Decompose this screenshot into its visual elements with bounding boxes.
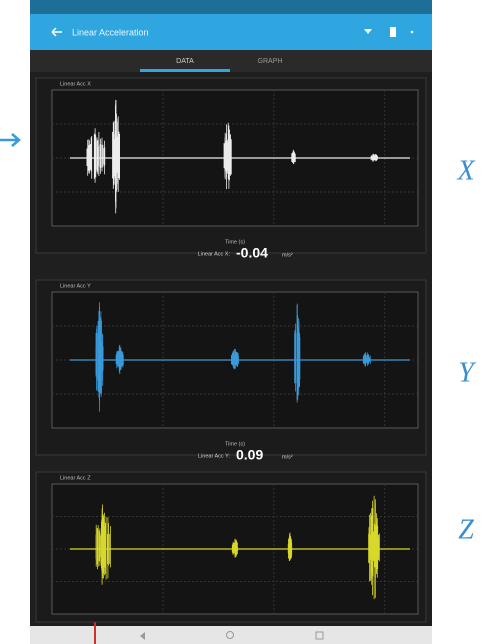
- tab-indicator: [140, 69, 230, 72]
- axis-annotation: X: [456, 155, 475, 186]
- readout-label: Linear Acc Y:: [198, 453, 230, 459]
- tab[interactable]: DATA: [176, 58, 194, 65]
- readout-unit: m/s²: [282, 252, 293, 258]
- tab[interactable]: GRAPH: [258, 58, 283, 65]
- readout-value: -0.04: [236, 245, 268, 261]
- status-bar: [30, 0, 432, 14]
- readout-label: Linear Acc X:: [198, 251, 231, 257]
- overflow-menu[interactable]: [411, 31, 414, 34]
- readout-unit: m/s²: [282, 454, 293, 460]
- chart-title: Linear Acc X: [60, 81, 91, 87]
- tab-bar: [30, 50, 432, 72]
- axis-annotation: Z: [458, 514, 474, 545]
- toolbar-title: Linear Acceleration: [72, 27, 149, 37]
- nav-bar: [30, 626, 432, 644]
- readout-value: 0.09: [236, 447, 263, 463]
- screenshot: Linear Acceleration DATA GRAPH Linear Ac…: [0, 0, 481, 644]
- chart-title: Linear Acc Y: [60, 283, 91, 289]
- toolbar-icon[interactable]: [390, 27, 396, 37]
- chart-title: Linear Acc Z: [60, 475, 91, 481]
